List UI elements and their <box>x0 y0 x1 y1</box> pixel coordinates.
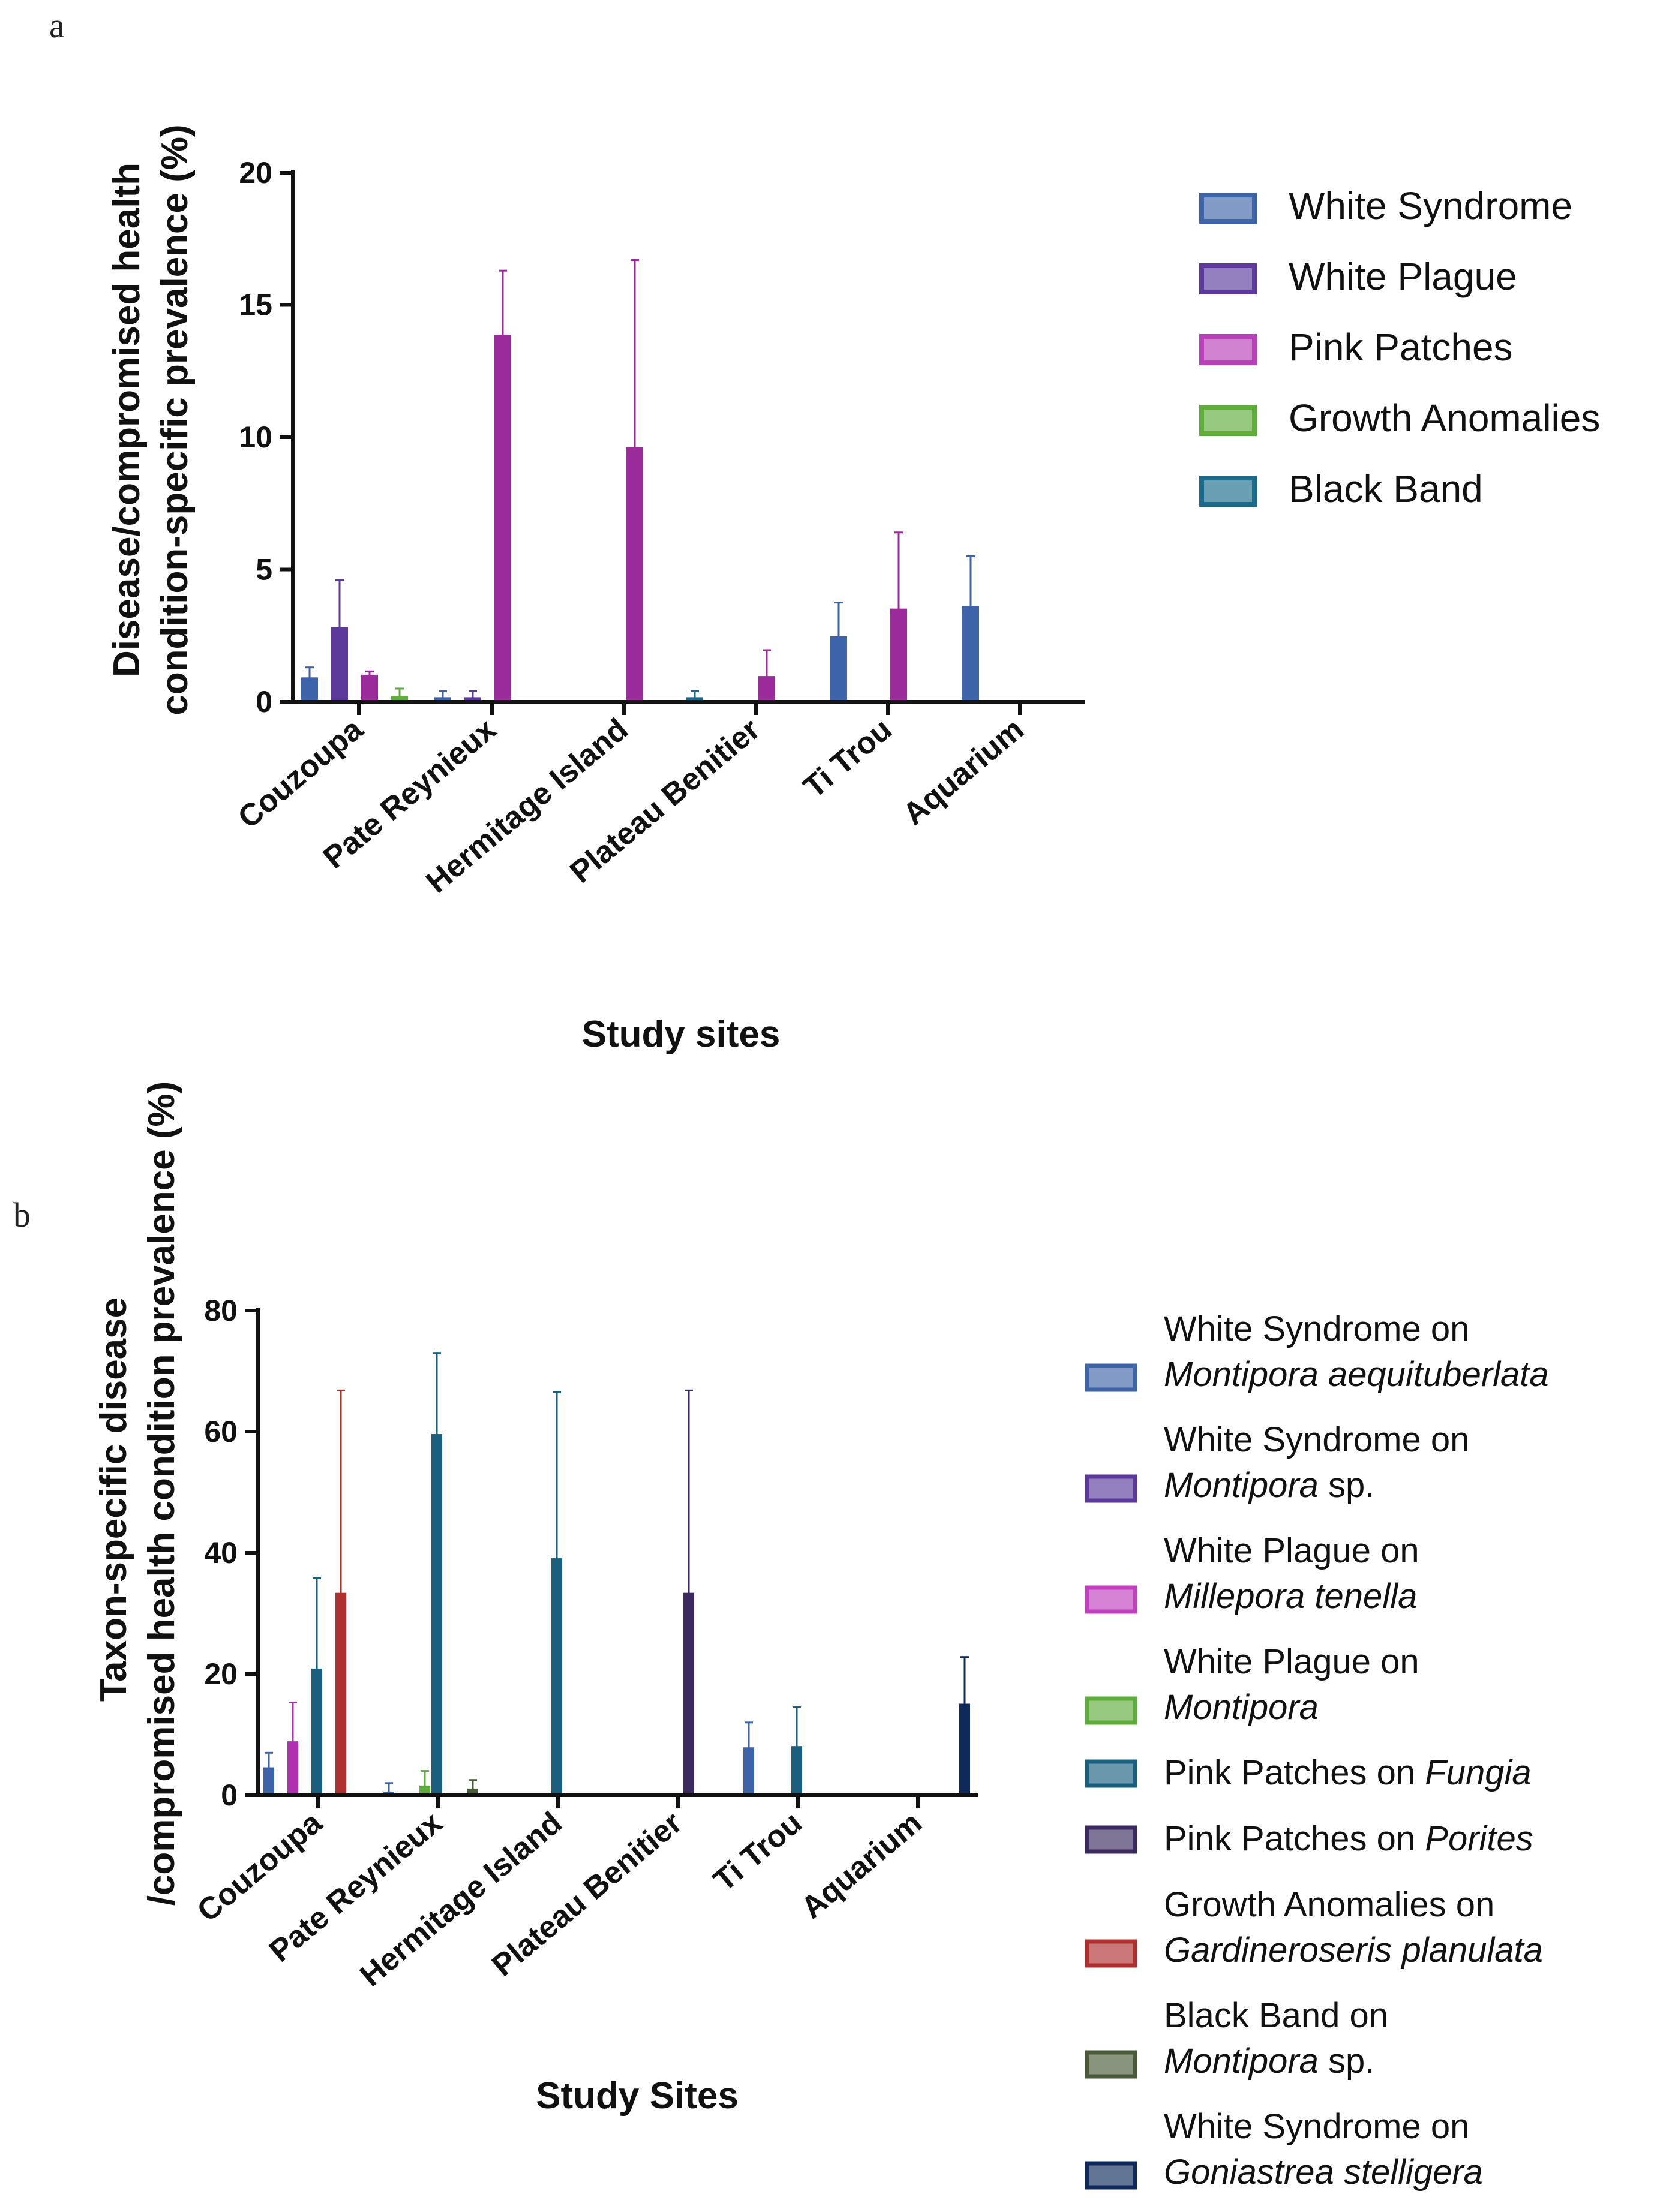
legend-label: Pink Patches on Fungia <box>1164 1753 1532 1792</box>
legend-label: Pink Patches <box>1289 326 1513 369</box>
bar <box>683 1592 694 1796</box>
panel-a-ylabel-line1: Disease/compromised health <box>106 163 148 677</box>
y-tick-label: 20 <box>204 1657 238 1691</box>
legend-swatch <box>1085 1939 1137 1968</box>
y-tick-label: 80 <box>204 1294 238 1327</box>
legend-swatch <box>1085 1474 1137 1503</box>
legend-swatch <box>1085 1825 1137 1854</box>
legend-label: White Plague <box>1289 255 1517 298</box>
bar <box>743 1747 754 1796</box>
bar <box>311 1668 322 1796</box>
legend-swatch <box>1085 1696 1137 1725</box>
panel-b-ylabel-line2: /compromised health condition prevalence… <box>141 1081 182 1906</box>
x-category-label: Aquarium <box>897 712 1031 832</box>
bar <box>890 608 907 703</box>
panel-a-letter: a <box>49 6 65 45</box>
panel-b-legend: White Syndrome on Montipora aequituberlat… <box>1085 1309 1549 2192</box>
bar <box>431 1434 442 1796</box>
legend-label-line1: White Syndrome on <box>1164 2107 1469 2146</box>
legend-swatch <box>1085 1363 1137 1392</box>
bar <box>791 1746 802 1796</box>
legend-label-line2: Montipora <box>1164 1688 1319 1727</box>
x-category-label: Ti Trou <box>797 712 898 805</box>
legend-label-line2: Montipora aequituberlata <box>1164 1355 1549 1394</box>
bar <box>626 447 643 702</box>
panel-a-legend: White Syndrome White Plague Pink Patches Gr… <box>1199 184 1600 510</box>
legend-label-line1: Black Band on <box>1164 1996 1388 2035</box>
legend-label-line1: White Syndrome on <box>1164 1309 1469 1348</box>
x-category-label: Ti Trou <box>707 1805 808 1898</box>
y-tick-label: 15 <box>239 288 272 322</box>
y-tick-label: 0 <box>221 1778 238 1812</box>
legend-label: Pink Patches on Porites <box>1164 1819 1533 1858</box>
panel-b-xlabel: Study Sites <box>536 2075 739 2117</box>
y-tick-label: 60 <box>204 1415 238 1448</box>
bar <box>301 677 318 703</box>
bar <box>962 606 979 702</box>
legend-label-line1: White Plague on <box>1164 1531 1419 1570</box>
panel-a: a Disease/compromised health condition-s… <box>49 6 1600 1055</box>
y-tick-label: 0 <box>256 685 272 719</box>
x-category-label: Hermitage Island <box>353 1805 568 1994</box>
bar <box>758 676 775 702</box>
legend-label-line2: Montipora sp. <box>1164 2042 1374 2081</box>
legend-swatch <box>1085 2050 1137 2079</box>
bar <box>361 674 378 703</box>
legend-swatch <box>1085 1759 1137 1788</box>
legend-swatch <box>1085 1585 1137 1614</box>
legend-swatch <box>1085 2161 1137 2190</box>
legend-label-line2: Millepora tenella <box>1164 1577 1417 1616</box>
legend-label: Growth Anomalies <box>1289 396 1600 440</box>
x-category-label: Couzoupa <box>232 711 370 835</box>
legend-label-line1: White Plague on <box>1164 1642 1419 1681</box>
y-tick-label: 10 <box>239 420 272 454</box>
x-category-label: Aquarium <box>795 1805 929 1925</box>
bar <box>959 1703 970 1796</box>
legend-swatch <box>1199 193 1257 224</box>
legend-swatch <box>1199 263 1257 294</box>
panel-b: b Taxon-specific disease /compromised he… <box>13 1081 1549 2192</box>
bar <box>263 1767 274 1796</box>
legend-swatch <box>1199 334 1257 365</box>
legend-swatch <box>1199 405 1257 436</box>
legend-swatch <box>1199 476 1257 507</box>
bar <box>494 335 511 702</box>
legend-label: Black Band <box>1289 467 1483 510</box>
panel-b-letter: b <box>13 1195 31 1234</box>
panel-a-ylabel-line2: condition-specific prevalence (%) <box>154 124 196 715</box>
legend-label-line1: Growth Anomalies on <box>1164 1885 1494 1924</box>
bar <box>551 1558 562 1796</box>
legend-label-line2: Gardineroseris planulata <box>1164 1931 1543 1970</box>
legend-label-line2: Goniastrea stelligera <box>1164 2153 1483 2192</box>
bar <box>331 627 348 703</box>
bar <box>287 1741 298 1796</box>
panel-a-xlabel: Study sites <box>582 1014 781 1055</box>
panel-b-ylabel-line1: Taxon-specific disease <box>93 1297 134 1702</box>
legend-label: White Syndrome <box>1289 184 1572 227</box>
legend-label-line1: White Syndrome on <box>1164 1420 1469 1459</box>
y-tick-label: 40 <box>204 1536 238 1570</box>
y-tick-label: 20 <box>239 156 272 190</box>
bar <box>830 636 847 702</box>
bar <box>335 1592 346 1796</box>
legend-label-line2: Montipora sp. <box>1164 1466 1374 1505</box>
y-tick-label: 5 <box>256 553 272 587</box>
